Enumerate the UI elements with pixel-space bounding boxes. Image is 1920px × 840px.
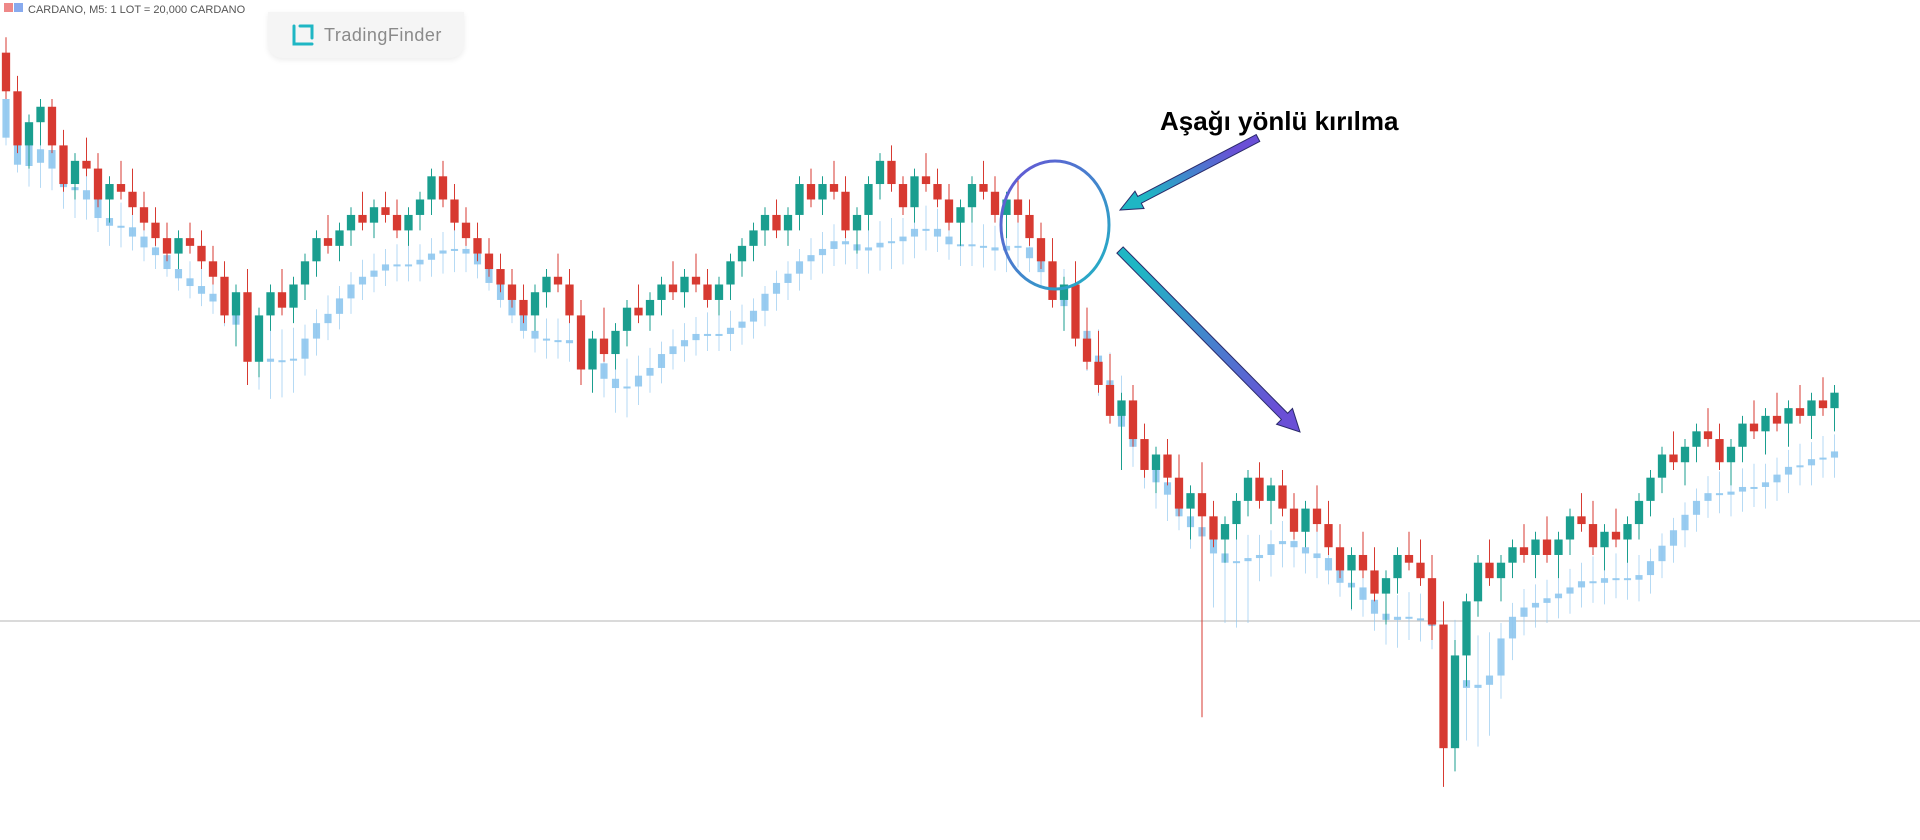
chart-title-icons bbox=[4, 3, 23, 12]
chart-title: CARDANO, M5: 1 LOT = 20,000 CARDANO bbox=[28, 4, 245, 16]
grid-icon bbox=[4, 3, 13, 12]
tradingfinder-logo-icon bbox=[290, 22, 316, 48]
candlestick-chart[interactable] bbox=[0, 0, 1920, 840]
watermark-badge: TradingFinder bbox=[268, 12, 464, 58]
chart-type-icon bbox=[14, 3, 23, 12]
annotation-arrow-2 bbox=[1090, 220, 1330, 462]
annotation-label: Aşağı yönlü kırılma bbox=[1160, 106, 1398, 137]
watermark-text: TradingFinder bbox=[324, 25, 442, 46]
